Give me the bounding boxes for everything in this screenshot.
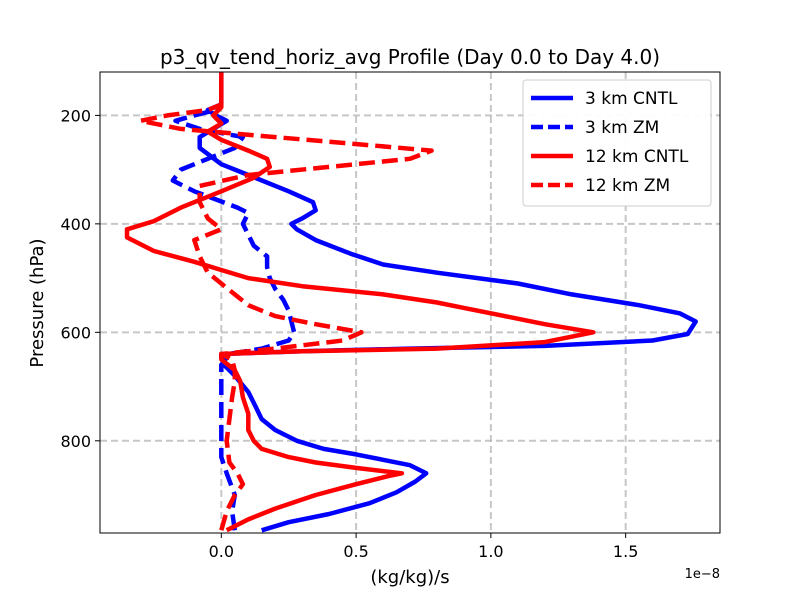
x-tick-label-0: 0.0: [209, 542, 234, 561]
legend: 3 km CNTL 3 km ZM 12 km CNTL 12 km ZM: [523, 80, 711, 206]
x-tick-label-3: 1.5: [613, 542, 638, 561]
x-axis-ticks: 0.0 0.5 1.0 1.5: [209, 533, 639, 561]
y-axis-label: Pressure (hPa): [27, 238, 48, 367]
legend-label-1: 3 km ZM: [585, 118, 659, 138]
x-tick-label-2: 1.0: [478, 542, 503, 561]
y-tick-label-1: 400: [60, 215, 91, 234]
chart-title: p3_qv_tend_horiz_avg Profile (Day 0.0 to…: [160, 45, 660, 69]
y-tick-label-3: 800: [60, 432, 91, 451]
x-axis-label: (kg/kg)/s: [370, 567, 449, 588]
x-axis-multiplier: 1e−8: [685, 567, 720, 582]
y-tick-label-0: 200: [60, 106, 91, 125]
y-tick-label-2: 600: [60, 323, 91, 342]
y-axis-ticks: 200 400 600 800: [60, 106, 100, 450]
legend-label-2: 12 km CNTL: [585, 147, 689, 167]
x-tick-label-1: 0.5: [343, 542, 368, 561]
legend-label-3: 12 km ZM: [585, 176, 670, 196]
legend-label-0: 3 km CNTL: [585, 89, 678, 109]
